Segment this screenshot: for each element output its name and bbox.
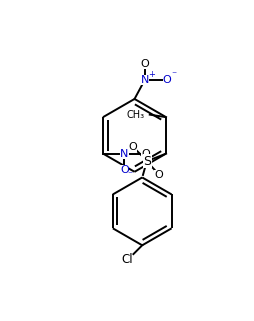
Text: O: O [154,170,163,180]
Text: N: N [120,149,129,159]
Text: ⁻: ⁻ [127,170,132,180]
Text: O: O [120,165,129,175]
Text: ⁻: ⁻ [172,71,177,81]
Text: S: S [143,155,151,168]
Text: N: N [140,75,149,85]
Text: +: + [128,143,135,152]
Text: CH₃: CH₃ [126,110,145,120]
Text: O: O [163,75,171,85]
Text: O: O [140,59,149,69]
Text: O: O [128,142,137,152]
Text: Cl: Cl [121,253,133,265]
Text: O: O [141,149,150,159]
Text: +: + [148,70,155,79]
